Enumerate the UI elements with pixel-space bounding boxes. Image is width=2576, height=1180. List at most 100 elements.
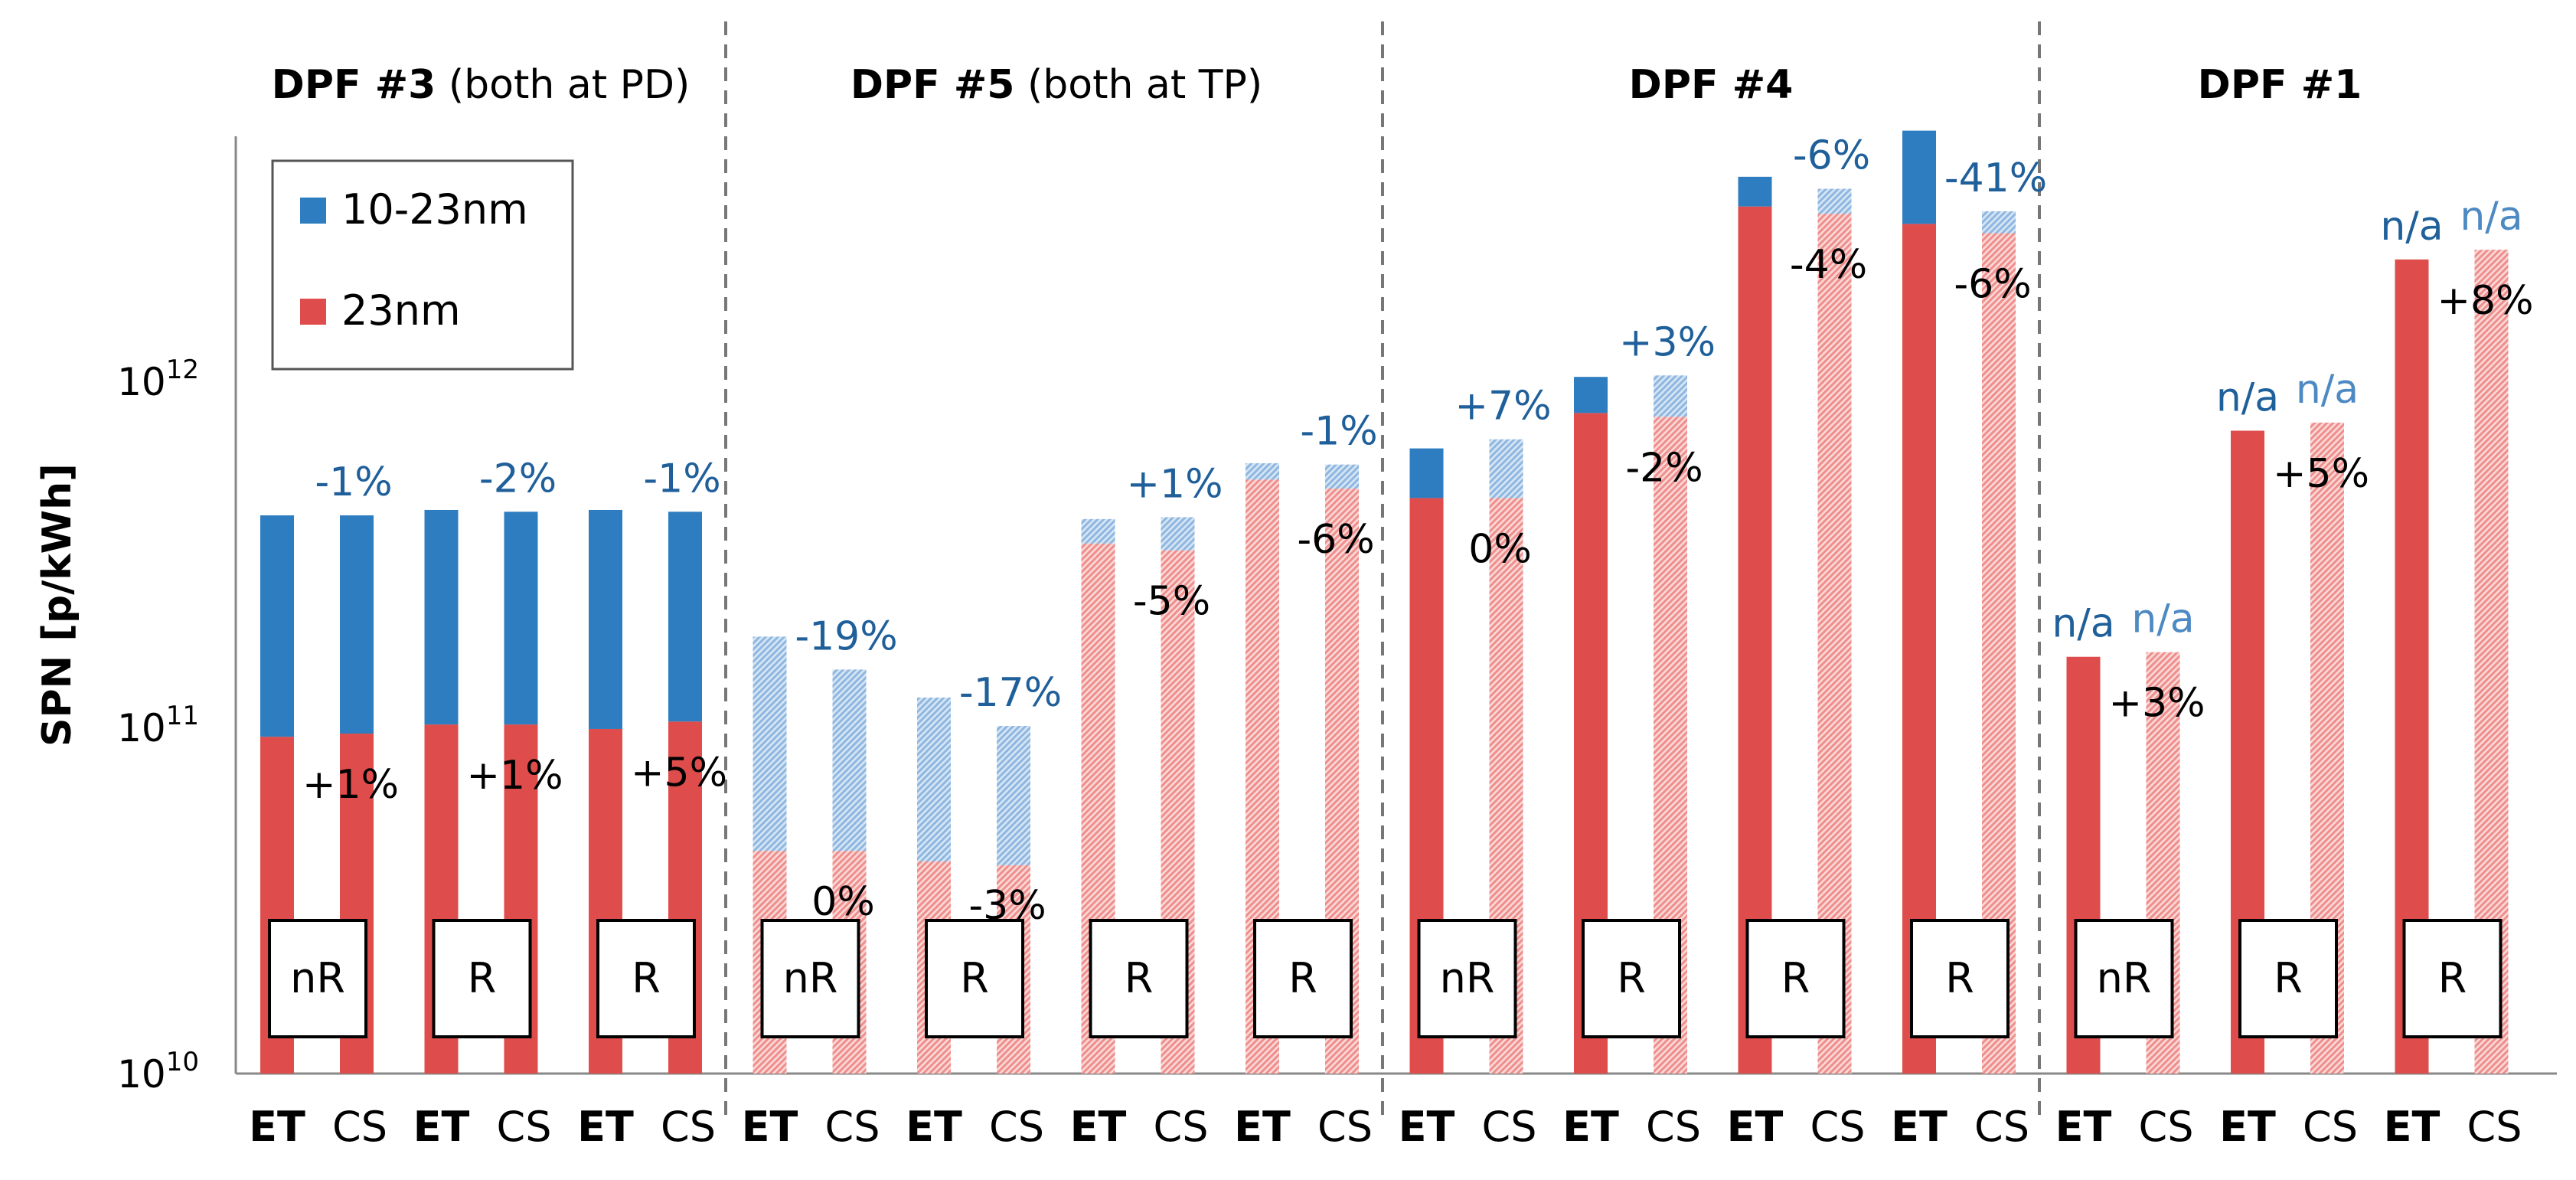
pct-23nm-g2-p3: -6% — [1954, 261, 2031, 307]
bar-10-23nm-g2-p2-et — [1738, 176, 1772, 207]
x-tick-cs-g2-p1: CS — [1646, 1103, 1701, 1151]
bar-10-23nm-g2-p3-et — [1902, 130, 1936, 224]
legend-label-23nm: 23nm — [341, 286, 461, 335]
regime-badge-g3-p1 — [2238, 919, 2338, 1038]
bar-10-23nm-g2-p0-et — [1409, 448, 1444, 498]
labels-layer: nR ET CS -1% +1% R ET CS -2% +1% R ET CS -1% +5% nR ET CS… — [249, 133, 2533, 1151]
regime-badge-label-g3-p1: R — [2274, 954, 2303, 1002]
regime-badge-label-g0-p1: R — [468, 954, 497, 1002]
pct-10-23nm-cs-g3-p1: n/a — [2296, 367, 2359, 413]
group-title-dpf5-note: (both at TP) — [1014, 62, 1262, 108]
regime-badge-g1-p2 — [1089, 919, 1189, 1038]
x-tick-cs-g1-p2: CS — [1154, 1103, 1209, 1151]
regime-badge-label-g2-p2: R — [1781, 954, 1810, 1002]
bar-10-23nm-g2-p1-cs — [1654, 375, 1687, 417]
pct-23nm-g3-p0: +3% — [2108, 681, 2205, 727]
x-tick-et-g2-p1: ET — [1562, 1103, 1619, 1151]
bar-10-23nm-g2-p1-et — [1574, 377, 1608, 413]
regime-badge-label-g0-p2: R — [632, 954, 661, 1002]
regime-badge-label-g1-p3: R — [1288, 954, 1317, 1002]
legend-box — [271, 159, 574, 371]
group-titles: DPF #3 (both at PD) DPF #5 (both at TP) … — [272, 62, 2362, 108]
x-tick-et-g2-p2: ET — [1727, 1103, 1784, 1151]
regime-badge-g2-p1 — [1582, 919, 1681, 1038]
regime-badge-label-g3-p0: nR — [2097, 954, 2152, 1002]
pct-10-23nm-g1-p3: -1% — [1300, 409, 1377, 455]
legend-swatch-10-23nm — [300, 198, 326, 224]
y-axis-label: SPN [p/kWh] — [34, 463, 80, 747]
x-tick-cs-g3-p1: CS — [2303, 1103, 2358, 1151]
pct-23nm-g0-p2: +5% — [631, 750, 727, 796]
bar-10-23nm-g1-p2-et — [1081, 518, 1115, 544]
regime-badge-g2-p2 — [1745, 919, 1846, 1038]
pct-10-23nm-et-g3-p1: n/a — [2216, 374, 2279, 420]
group-title-dpf3: DPF #3 (both at PD) — [272, 62, 691, 108]
regime-badge-label-g2-p1: R — [1617, 954, 1646, 1002]
pct-10-23nm-g1-p0: -19% — [795, 613, 897, 659]
regime-badge-label-g0-p0: nR — [290, 954, 345, 1002]
pct-10-23nm-et-g3-p0: n/a — [2052, 601, 2114, 647]
x-tick-et-g1-p0: ET — [742, 1103, 798, 1151]
x-tick-cs-g2-p0: CS — [1482, 1103, 1537, 1151]
x-tick-et-g0-p0: ET — [249, 1103, 305, 1151]
pct-10-23nm-g0-p1: -2% — [479, 456, 557, 502]
group-title-dpf5-bold: DPF #5 — [851, 62, 1015, 108]
x-tick-et-g1-p3: ET — [1234, 1103, 1291, 1151]
bar-10-23nm-g1-p0-cs — [832, 669, 867, 851]
pct-10-23nm-g2-p1: +3% — [1619, 319, 1716, 365]
y-tick-1e10-exp: 10 — [166, 1047, 199, 1077]
regime-badge-label-g2-p0: nR — [1440, 954, 1495, 1002]
y-tick-1e11-base: 10 — [117, 706, 166, 750]
x-tick-et-g3-p1: ET — [2219, 1103, 2276, 1151]
pct-23nm-g1-p2: -5% — [1133, 579, 1210, 625]
x-tick-et-g2-p3: ET — [1891, 1103, 1948, 1151]
group-title-dpf4: DPF #4 — [1629, 62, 1794, 108]
x-tick-cs-g1-p0: CS — [825, 1103, 880, 1151]
regime-badge-g0-p2 — [596, 919, 696, 1038]
pct-23nm-g1-p1: -3% — [968, 883, 1046, 929]
regime-badge-g1-p3 — [1253, 919, 1353, 1038]
regime-badge-label-g1-p1: R — [960, 954, 989, 1002]
pct-10-23nm-g0-p2: -1% — [643, 456, 720, 502]
y-tick-1e11: 1011 — [117, 701, 199, 750]
bar-10-23nm-g2-p2-cs — [1817, 188, 1852, 214]
pct-10-23nm-g2-p3: -41% — [1944, 155, 2047, 201]
group-title-dpf5: DPF #5 (both at TP) — [851, 62, 1262, 108]
pct-10-23nm-et-g3-p2: n/a — [2380, 204, 2443, 250]
pct-10-23nm-g2-p2: -6% — [1793, 133, 1870, 179]
bar-10-23nm-g1-p1-et — [917, 697, 951, 862]
pct-10-23nm-g0-p0: -1% — [315, 459, 392, 505]
pct-23nm-g3-p2: +8% — [2437, 278, 2533, 324]
x-tick-cs-g1-p1: CS — [989, 1103, 1044, 1151]
pct-23nm-g2-p1: -2% — [1625, 445, 1703, 491]
regime-badge-g0-p1 — [432, 919, 532, 1038]
bar-10-23nm-g0-p1-cs — [504, 512, 538, 725]
bar-10-23nm-g1-p0-et — [753, 636, 787, 851]
pct-23nm-g0-p1: +1% — [466, 753, 563, 799]
legend-swatch-23nm — [300, 299, 326, 325]
x-tick-et-g2-p0: ET — [1399, 1103, 1455, 1151]
y-tick-1e12-base: 10 — [117, 360, 166, 404]
pct-10-23nm-cs-g3-p2: n/a — [2460, 194, 2522, 240]
y-tick-1e12-exp: 12 — [166, 355, 199, 385]
bars-layer — [260, 130, 2509, 1074]
x-tick-et-g3-p0: ET — [2055, 1103, 2112, 1151]
x-tick-cs-g0-p0: CS — [332, 1103, 387, 1151]
x-tick-et-g1-p1: ET — [906, 1103, 962, 1151]
x-tick-et-g3-p2: ET — [2384, 1103, 2441, 1151]
y-tick-1e12: 1012 — [117, 355, 199, 404]
regime-badge-g1-p1 — [925, 919, 1024, 1038]
bar-10-23nm-g0-p2-cs — [668, 512, 702, 722]
pct-23nm-g3-p1: +5% — [2273, 451, 2369, 497]
y-tick-1e11-exp: 11 — [166, 701, 199, 731]
legend: 10-23nm 23nm — [271, 159, 574, 371]
pct-23nm-g2-p2: -4% — [1790, 242, 1867, 288]
x-tick-cs-g2-p2: CS — [1810, 1103, 1866, 1151]
pct-10-23nm-cs-g3-p0: n/a — [2131, 597, 2194, 642]
group-title-dpf3-bold: DPF #3 — [272, 62, 436, 108]
x-tick-cs-g3-p2: CS — [2467, 1103, 2522, 1151]
x-tick-cs-g0-p2: CS — [661, 1103, 716, 1151]
pct-23nm-g1-p0: 0% — [811, 879, 875, 925]
pct-10-23nm-g1-p2: +1% — [1126, 461, 1223, 507]
